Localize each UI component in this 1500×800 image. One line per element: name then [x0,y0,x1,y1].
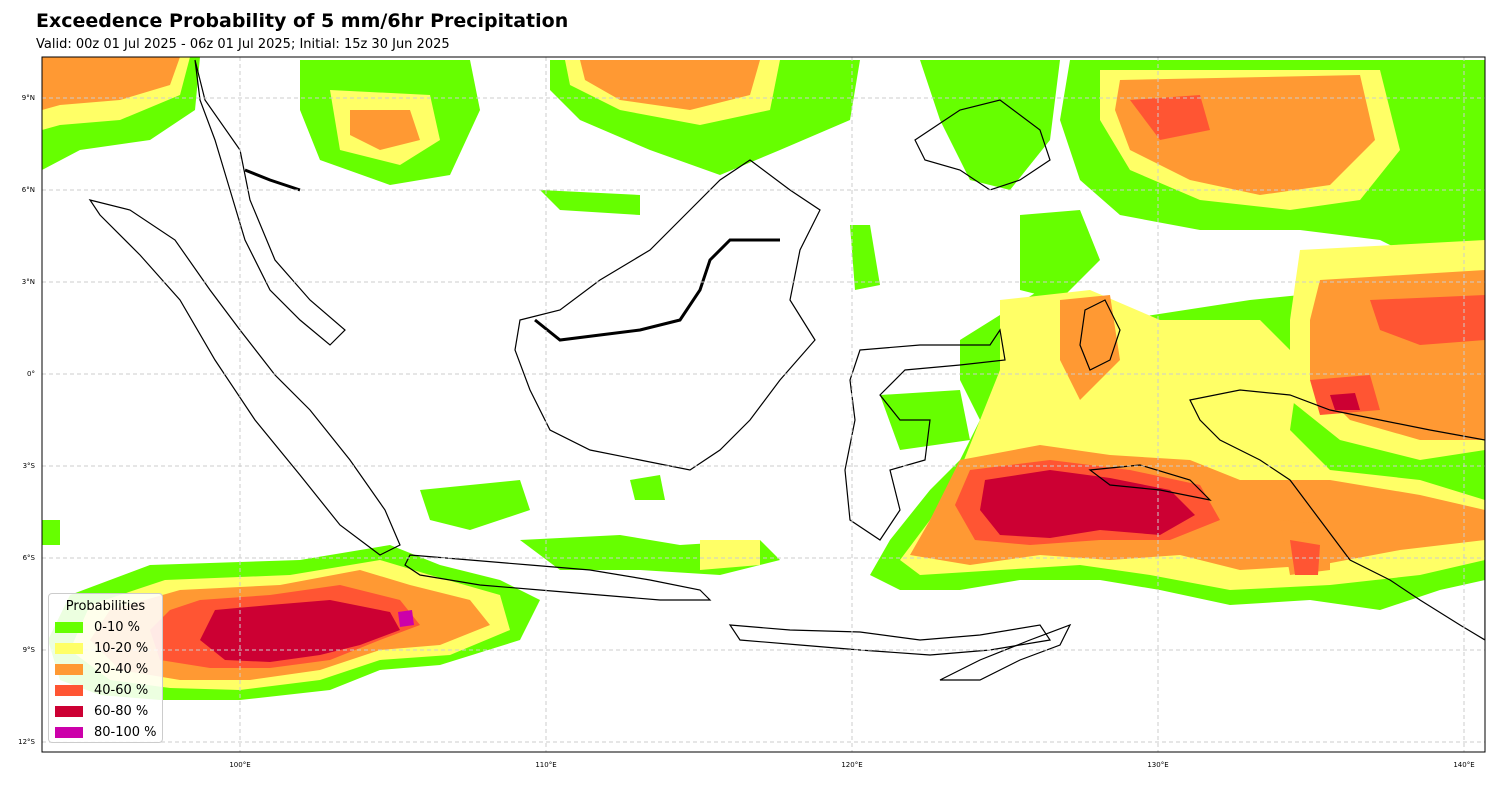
legend-item-60-80: 60-80 % [49,701,162,722]
new-guinea-outline [1189,389,1485,641]
halmahera-outline [1079,299,1121,371]
legend-title: Probabilities [65,599,146,614]
gridlines [42,57,1485,752]
lat-tick-3s: 3°S [23,462,36,470]
legend-item-20-40: 20-40 % [49,659,162,680]
java-outline [404,554,712,601]
legend-label-20-40: 20-40 % [94,662,149,677]
lat-tick-6n: 6°N [22,186,35,194]
prob-80-100-areas [398,610,414,627]
legend-item-0-10: 0-10 % [49,617,162,638]
lat-tick-3n: 3°N [22,278,35,286]
legend-swatch-10-20 [55,643,83,654]
probability-legend: Probabilities 0-10 % 10-20 % 20-40 % 40-… [48,593,163,743]
legend-item-10-20: 10-20 % [49,638,162,659]
lon-tick-140: 140°E [1453,761,1474,769]
lon-tick-110: 110°E [535,761,556,769]
legend-label-80-100: 80-100 % [94,725,157,740]
sulawesi-outline [844,328,1006,541]
map-subtitle: Valid: 00z 01 Jul 2025 - 06z 01 Jul 2025… [36,37,450,52]
lat-tick-9s: 9°S [23,646,36,654]
legend-item-40-60: 40-60 % [49,680,162,701]
lat-tick-6s: 6°S [23,554,36,562]
lat-tick-12s: 12°S [18,738,35,746]
philippines-outline [914,99,1051,191]
legend-label-40-60: 40-60 % [94,683,149,698]
malay-peninsula-outline [194,59,346,346]
sumatra-outline [88,199,401,556]
legend-item-80-100: 80-100 % [49,722,162,743]
legend-swatch-40-60 [55,685,83,696]
legend-label-60-80: 60-80 % [94,704,149,719]
lat-tick-labels: 9°N 6°N 3°N 0° 3°S 6°S 9°S 12°S [18,94,35,746]
map-title: Exceedence Probability of 5 mm/6hr Preci… [36,10,569,32]
prob-60-80-areas [200,393,1360,662]
legend-label-10-20: 10-20 % [94,641,149,656]
borders-thick [244,168,780,342]
lon-tick-130: 130°E [1147,761,1168,769]
lon-tick-labels: 100°E 110°E 120°E 130°E 140°E [229,761,1474,769]
timor-outline [939,623,1072,681]
map-frame [41,56,1486,753]
legend-swatch-80-100 [55,727,83,738]
coastlines [88,59,1485,681]
legend-swatch-0-10 [55,622,83,633]
lat-tick-9n: 9°N [22,94,35,102]
legend-swatch-60-80 [55,706,83,717]
lon-tick-100: 100°E [229,761,250,769]
legend-swatch-20-40 [55,664,83,675]
lon-tick-120: 120°E [841,761,862,769]
lesser-sunda-outline [728,624,1052,656]
sumbawa-flores-outline [1088,464,1212,501]
precip-layer [42,57,1485,700]
borneo-outline [514,159,821,471]
lat-tick-0: 0° [27,370,35,378]
legend-label-0-10: 0-10 % [94,620,140,635]
